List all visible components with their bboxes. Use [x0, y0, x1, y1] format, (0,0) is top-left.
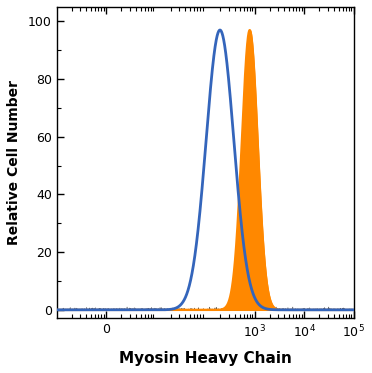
Y-axis label: Relative Cell Number: Relative Cell Number — [7, 80, 21, 245]
X-axis label: Myosin Heavy Chain: Myosin Heavy Chain — [119, 351, 292, 366]
